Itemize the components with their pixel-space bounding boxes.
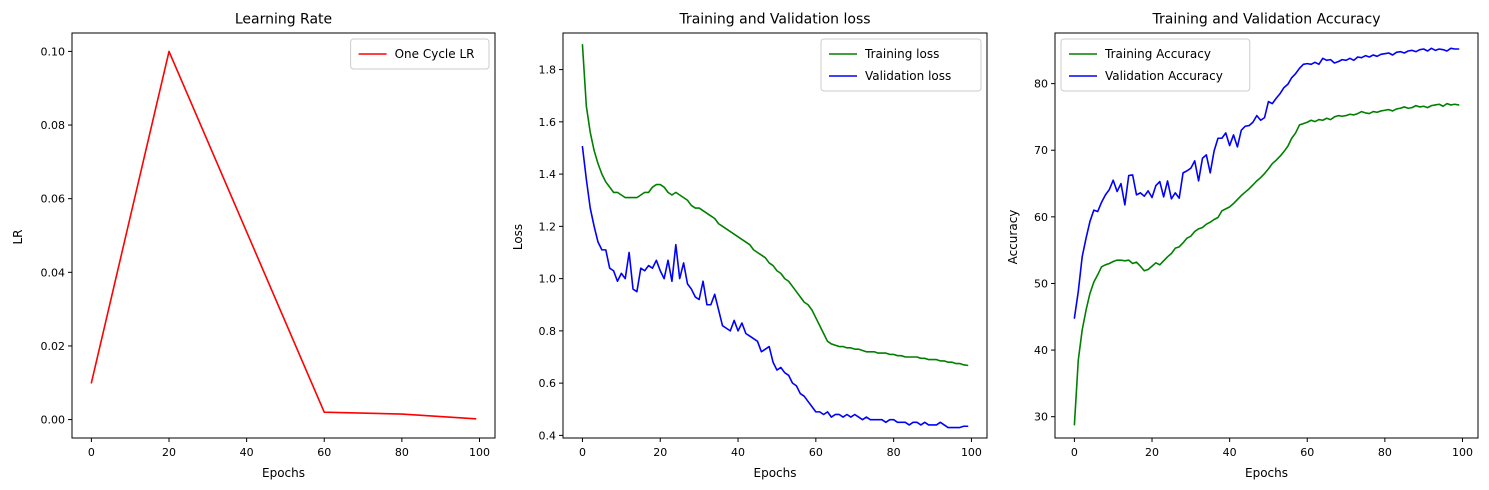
y-tick-label: 0.8: [539, 325, 557, 338]
y-tick-label: 70: [1034, 144, 1048, 157]
y-tick-label: 40: [1034, 344, 1048, 357]
legend-box: [820, 38, 982, 92]
plot-frame: [562, 32, 988, 439]
x-tick-label: 0: [88, 446, 95, 459]
y-tick-label: 1.4: [539, 168, 557, 181]
x-tick-label: 100: [1452, 446, 1473, 459]
legend-box: [1060, 38, 1251, 92]
x-tick-label: 20: [162, 446, 176, 459]
x-axis-label: Epochs: [754, 466, 797, 480]
legend: One Cycle LR: [350, 38, 490, 70]
x-tick-label: 0: [579, 446, 586, 459]
y-tick-label: 0.10: [41, 45, 66, 58]
legend-label: Validation loss: [865, 69, 951, 83]
x-tick-label: 100: [469, 446, 490, 459]
x-axis-label: Epochs: [1245, 466, 1288, 480]
legend-label: Training loss: [864, 47, 939, 61]
y-tick-label: 0.08: [41, 119, 66, 132]
learning-rate-chart: Learning Rate Epochs LR 0 20 40 60 80 100 0.00…: [11, 12, 496, 480]
y-tick-label: 0.06: [41, 193, 66, 206]
y-tick-label: 0.00: [41, 414, 66, 427]
legend-label: One Cycle LR: [395, 47, 475, 61]
x-tick-label: 60: [809, 446, 823, 459]
loss-chart: Training and Validation loss Epochs Loss…: [511, 12, 988, 480]
y-tick-label: 1.8: [539, 64, 557, 77]
legend-label: Training Accuracy: [1104, 47, 1211, 61]
y-tick-label: 0.04: [41, 266, 66, 279]
x-tick-label: 100: [961, 446, 982, 459]
series-line-0: [90, 50, 477, 420]
x-tick-label: 60: [317, 446, 331, 459]
series-line-1: [1073, 47, 1460, 319]
y-axis-label: LR: [11, 229, 25, 244]
y-tick-label: 30: [1034, 411, 1048, 424]
x-tick-label: 0: [1071, 446, 1078, 459]
x-tick-label: 80: [1378, 446, 1392, 459]
series-line-1: [581, 145, 969, 429]
y-tick-label: 0.02: [41, 340, 66, 353]
x-tick-label: 80: [395, 446, 409, 459]
y-tick-label: 80: [1034, 78, 1048, 91]
x-tick-label: 40: [1223, 446, 1237, 459]
x-axis-label: Epochs: [262, 466, 305, 480]
plot-frame: [71, 32, 496, 439]
series-line-0: [1073, 102, 1460, 426]
y-tick-label: 0.4: [539, 429, 557, 442]
legend-box: [350, 38, 490, 70]
accuracy-chart: Training and Validation Accuracy Epochs …: [1006, 12, 1479, 480]
y-tick-label: 1.2: [539, 220, 557, 233]
x-tick-label: 80: [887, 446, 901, 459]
y-tick-label: 1.6: [539, 116, 557, 129]
chart-title: Training and Validation Accuracy: [1152, 12, 1381, 28]
x-tick-label: 40: [731, 446, 745, 459]
x-tick-label: 60: [1300, 446, 1314, 459]
chart-title: Training and Validation loss: [678, 12, 870, 28]
series-line-0: [581, 43, 969, 367]
legend: Training Accuracy Validation Accuracy: [1060, 38, 1251, 92]
y-axis-label: Accuracy: [1006, 210, 1020, 265]
x-tick-label: 20: [653, 446, 667, 459]
legend-label: Validation Accuracy: [1105, 69, 1223, 83]
x-tick-label: 20: [1145, 446, 1159, 459]
x-tick-label: 40: [240, 446, 254, 459]
chart-title: Learning Rate: [235, 12, 332, 28]
y-tick-label: 0.6: [539, 377, 557, 390]
y-tick-label: 1.0: [539, 273, 557, 286]
plot-frame: [1054, 32, 1479, 439]
y-tick-label: 50: [1034, 277, 1048, 290]
legend: Training loss Validation loss: [820, 38, 982, 92]
y-tick-label: 60: [1034, 211, 1048, 224]
y-axis-label: Loss: [511, 224, 525, 250]
